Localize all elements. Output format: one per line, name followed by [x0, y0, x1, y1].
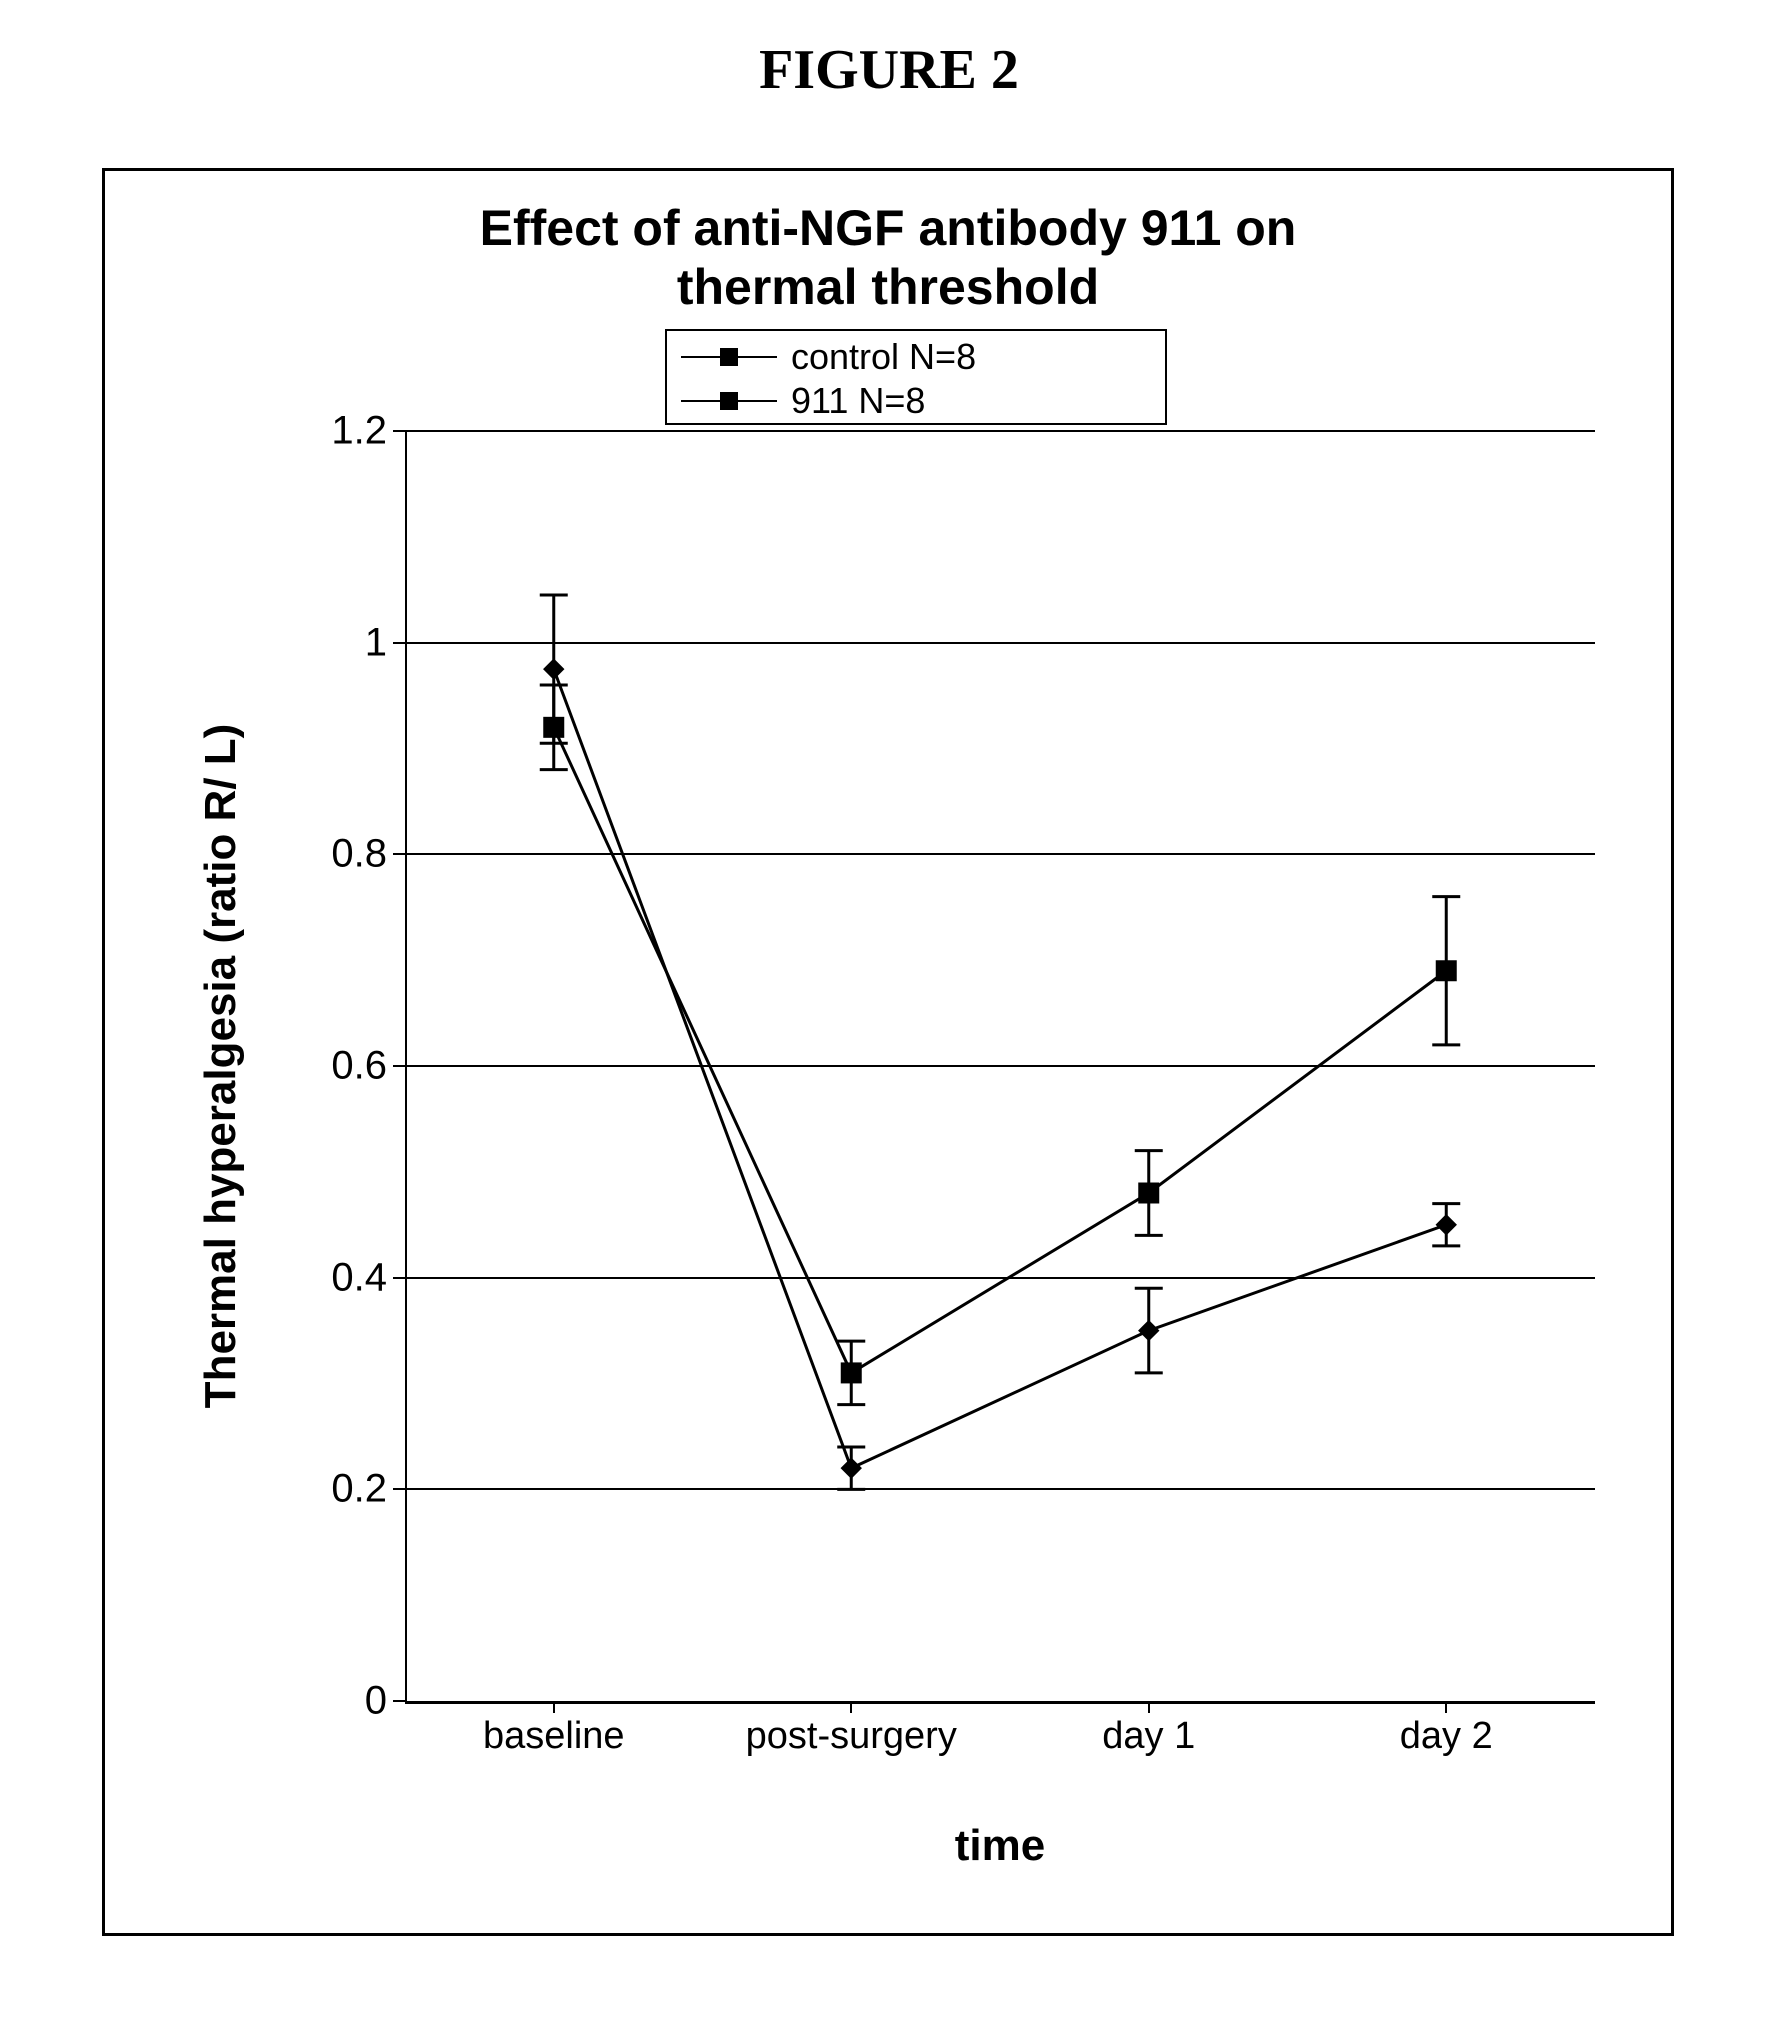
chart-frame: Effect of anti-NGF antibody 911 on therm… — [102, 168, 1674, 1936]
xtick-label: baseline — [483, 1701, 625, 1758]
gridline — [405, 642, 1595, 644]
marker-square — [1436, 961, 1456, 981]
series-line — [554, 669, 1447, 1468]
legend-item-911: 911 N=8 — [681, 379, 1155, 423]
gridline — [405, 1488, 1595, 1490]
page: FIGURE 2 Effect of anti-NGF antibody 911… — [0, 0, 1778, 2041]
ytick-label: 0.2 — [331, 1467, 405, 1512]
figure-label: FIGURE 2 — [0, 38, 1778, 102]
gridline — [405, 430, 1595, 432]
legend-marker-square — [681, 389, 777, 413]
xtick-label: post-surgery — [746, 1701, 957, 1758]
legend-marker-diamond — [681, 345, 777, 369]
gridline — [405, 1065, 1595, 1067]
marker-square — [841, 1363, 861, 1383]
legend-label: 911 N=8 — [791, 380, 925, 422]
ytick-label: 1.2 — [331, 409, 405, 454]
xtick-label: day 2 — [1400, 1701, 1493, 1758]
ytick-label: 1 — [365, 620, 405, 665]
marker-diamond — [544, 659, 564, 679]
marker-square — [1139, 1183, 1159, 1203]
y-axis-title: Thermal hyperalgesia (ratio R/ L) — [196, 724, 246, 1409]
legend-item-control: control N=8 — [681, 335, 1155, 379]
ytick-label: 0 — [365, 1679, 405, 1724]
chart-title: Effect of anti-NGF antibody 911 on therm… — [105, 199, 1671, 317]
marker-square — [544, 717, 564, 737]
ytick-label: 0.6 — [331, 1044, 405, 1089]
xtick-label: day 1 — [1102, 1701, 1195, 1758]
chart-title-line1: Effect of anti-NGF antibody 911 on — [480, 200, 1297, 256]
gridline — [405, 853, 1595, 855]
marker-diamond — [841, 1458, 861, 1478]
marker-diamond — [1436, 1215, 1456, 1235]
gridline — [405, 1277, 1595, 1279]
marker-diamond — [1139, 1321, 1159, 1341]
x-axis-title: time — [405, 1821, 1595, 1871]
ytick-label: 0.8 — [331, 832, 405, 877]
plot-area: 00.20.40.60.811.2baselinepost-surgeryday… — [405, 431, 1595, 1704]
legend-label: control N=8 — [791, 336, 976, 378]
legend: control N=8 911 N=8 — [665, 329, 1167, 425]
chart-title-line2: thermal threshold — [677, 259, 1099, 315]
ytick-label: 0.4 — [331, 1255, 405, 1300]
